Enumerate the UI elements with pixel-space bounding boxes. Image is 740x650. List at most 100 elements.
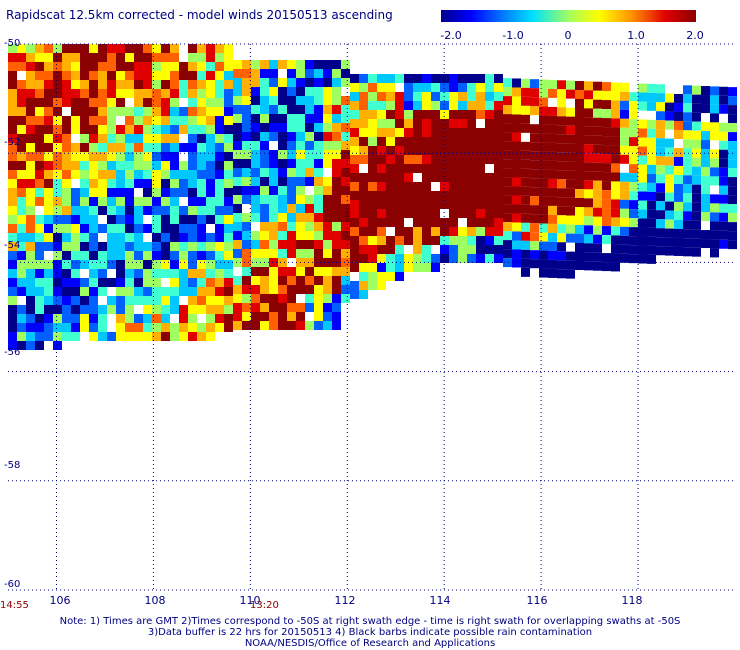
wind-cell bbox=[62, 152, 71, 161]
wind-cell bbox=[593, 261, 602, 271]
wind-cell bbox=[449, 227, 458, 236]
wind-cell bbox=[161, 134, 170, 143]
wind-cell bbox=[80, 125, 89, 134]
lon-label: 112 bbox=[334, 594, 356, 607]
wind-cell bbox=[98, 161, 107, 170]
wind-cell bbox=[224, 242, 233, 251]
wind-cell bbox=[170, 242, 179, 251]
wind-cell bbox=[269, 87, 278, 96]
wind-cell bbox=[242, 69, 251, 78]
wind-cell bbox=[260, 213, 269, 222]
wind-cell bbox=[71, 296, 80, 305]
wind-cell bbox=[530, 124, 539, 134]
wind-cell bbox=[386, 245, 395, 254]
wind-cell bbox=[197, 332, 206, 341]
wind-cell bbox=[287, 267, 296, 276]
wind-cell bbox=[341, 267, 350, 276]
wind-cell bbox=[674, 174, 683, 184]
wind-cell bbox=[224, 116, 233, 125]
wind-cell bbox=[485, 83, 494, 92]
wind-cell bbox=[512, 222, 521, 232]
wind-cell bbox=[116, 224, 125, 233]
wind-cell bbox=[314, 123, 323, 132]
wind-cell bbox=[467, 191, 476, 200]
wind-cell bbox=[683, 202, 692, 212]
wind-cell bbox=[98, 206, 107, 215]
wind-cell bbox=[521, 186, 530, 196]
wind-cell bbox=[359, 227, 368, 236]
wind-cell bbox=[53, 152, 62, 161]
wind-cell bbox=[413, 146, 422, 155]
wind-cell bbox=[53, 143, 62, 152]
lat-label: -58 bbox=[4, 460, 21, 471]
wind-cell bbox=[503, 240, 512, 250]
wind-cell bbox=[98, 197, 107, 206]
wind-cell bbox=[125, 53, 134, 62]
wind-cell bbox=[728, 114, 737, 124]
wind-cell bbox=[719, 131, 728, 141]
wind-cell bbox=[224, 152, 233, 161]
wind-cell bbox=[188, 80, 197, 89]
wind-cell bbox=[62, 296, 71, 305]
wind-cell bbox=[107, 215, 116, 224]
wind-cell bbox=[170, 251, 179, 260]
wind-cell bbox=[116, 80, 125, 89]
wind-cell bbox=[35, 116, 44, 125]
wind-cell bbox=[296, 168, 305, 177]
wind-cell bbox=[215, 116, 224, 125]
wind-cell bbox=[431, 236, 440, 245]
wind-cell bbox=[26, 215, 35, 224]
wind-cell bbox=[629, 164, 638, 174]
wind-cell bbox=[512, 258, 521, 268]
wind-cell bbox=[665, 93, 674, 103]
wind-cell bbox=[206, 260, 215, 269]
wind-cell bbox=[350, 245, 359, 254]
wind-cell bbox=[386, 110, 395, 119]
wind-cell bbox=[395, 137, 404, 146]
wind-cell bbox=[98, 305, 107, 314]
wind-cell bbox=[692, 94, 701, 104]
wind-cell bbox=[593, 216, 602, 226]
wind-cell bbox=[62, 215, 71, 224]
wind-cell bbox=[188, 314, 197, 323]
wind-cell bbox=[710, 203, 719, 213]
wind-cell bbox=[449, 146, 458, 155]
wind-cell bbox=[71, 152, 80, 161]
wind-cell bbox=[530, 232, 539, 242]
wind-cell bbox=[359, 128, 368, 137]
wind-cell bbox=[629, 236, 638, 246]
colorbar-gradient bbox=[441, 10, 696, 22]
colorbar: -2.0 -1.0 0 1.0 2.0 bbox=[440, 9, 704, 45]
wind-cell bbox=[80, 251, 89, 260]
wind-cell bbox=[350, 200, 359, 209]
wind-cell bbox=[584, 207, 593, 217]
wind-cell bbox=[80, 305, 89, 314]
wind-cell bbox=[467, 236, 476, 245]
wind-cell bbox=[152, 71, 161, 80]
wind-cell bbox=[188, 233, 197, 242]
wind-cell bbox=[305, 87, 314, 96]
wind-cell bbox=[89, 323, 98, 332]
wind-cell bbox=[44, 53, 53, 62]
lat-label: -60 bbox=[4, 579, 21, 590]
wind-cell bbox=[179, 80, 188, 89]
wind-cell bbox=[44, 170, 53, 179]
wind-cell bbox=[386, 209, 395, 218]
wind-cell bbox=[566, 233, 575, 243]
wind-cell bbox=[161, 233, 170, 242]
wind-cell bbox=[71, 278, 80, 287]
wind-cell bbox=[656, 237, 665, 247]
wind-cell bbox=[8, 161, 17, 170]
wind-cell bbox=[278, 294, 287, 303]
wind-cell bbox=[440, 218, 449, 227]
wind-cell bbox=[377, 281, 386, 290]
wind-cell bbox=[485, 209, 494, 218]
wind-cell bbox=[224, 188, 233, 197]
wind-cell bbox=[179, 251, 188, 260]
wind-cell bbox=[350, 290, 359, 299]
wind-cell bbox=[251, 60, 260, 69]
wind-cell bbox=[602, 235, 611, 245]
wind-cell bbox=[368, 281, 377, 290]
wind-cell bbox=[251, 159, 260, 168]
wind-cell bbox=[35, 134, 44, 143]
